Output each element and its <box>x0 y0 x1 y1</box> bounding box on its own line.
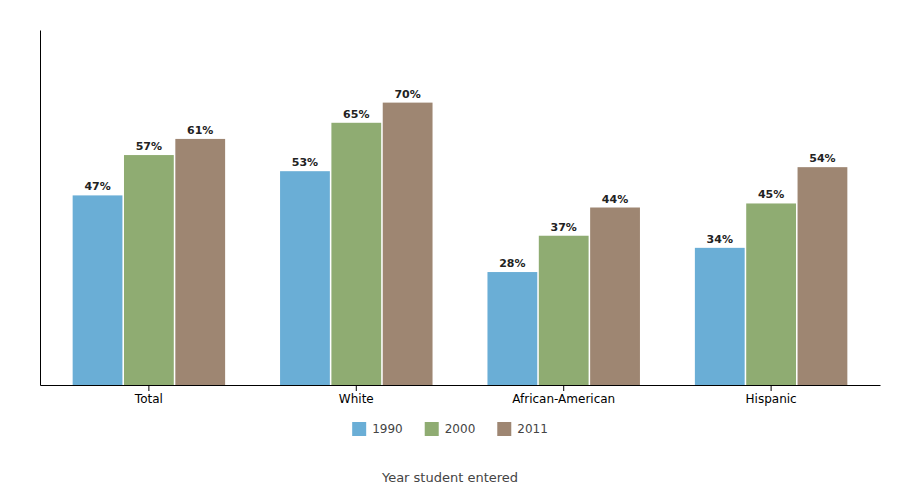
legend-label: 2011 <box>517 422 548 436</box>
legend-label: 1990 <box>372 422 403 436</box>
data-label: 57% <box>136 140 162 153</box>
data-label: 28% <box>499 257 525 270</box>
x-tick-label: White <box>339 392 374 406</box>
data-label: 54% <box>809 152 835 165</box>
legend-label: 2000 <box>445 422 476 436</box>
data-label: 61% <box>187 124 213 137</box>
legend-item: 2011 <box>497 422 548 436</box>
legend: 1990 2000 2011 <box>352 422 548 436</box>
bar <box>746 203 796 385</box>
data-label: 70% <box>394 88 420 101</box>
x-tick: Hispanic <box>746 385 797 406</box>
legend-swatch <box>425 422 439 436</box>
x-tick: African-American <box>512 385 615 406</box>
x-tick: White <box>339 385 374 406</box>
data-labels: 47% 53% 28% 34% 57% 65% 37% 45% 61% 70% 44% 54% <box>84 88 835 270</box>
bars <box>73 103 848 385</box>
bar <box>124 155 174 385</box>
data-label: 37% <box>551 221 577 234</box>
bar <box>280 171 330 385</box>
x-axis-title: Year student entered <box>381 470 518 485</box>
legend-item: 2000 <box>425 422 476 436</box>
x-axis-line <box>41 385 881 386</box>
legend-swatch <box>352 422 366 436</box>
data-label: 53% <box>292 156 318 169</box>
bar <box>487 272 537 385</box>
x-tick-label: African-American <box>512 392 615 406</box>
data-label: 44% <box>602 193 628 206</box>
x-tick-mark <box>148 385 149 391</box>
x-tick-label: Hispanic <box>746 392 797 406</box>
plot: 47% 53% 28% 34% 57% 65% 37% 45% 61% 70% 44% 54% Tota… <box>41 31 881 406</box>
bar <box>695 248 745 385</box>
x-tick: Total <box>134 385 163 406</box>
bar <box>798 167 848 385</box>
data-label: 34% <box>707 233 733 246</box>
x-axis: Total White African-American Hispanic <box>41 385 881 406</box>
bar <box>590 208 640 386</box>
chart: 47% 53% 28% 34% 57% 65% 37% 45% 61% 70% 44% 54% Tota… <box>0 0 900 500</box>
x-tick-mark <box>356 385 357 391</box>
y-axis-line <box>40 31 41 386</box>
x-tick-mark <box>771 385 772 391</box>
x-tick-label: Total <box>134 392 163 406</box>
x-tick-mark <box>563 385 564 391</box>
bar <box>383 103 433 385</box>
legend-swatch <box>497 422 511 436</box>
bar <box>73 195 123 385</box>
legend-item: 1990 <box>352 422 403 436</box>
y-axis <box>40 31 41 386</box>
data-label: 45% <box>758 188 784 201</box>
data-label: 47% <box>84 180 110 193</box>
data-label: 65% <box>343 108 369 121</box>
bar <box>331 123 381 385</box>
bar <box>539 236 589 385</box>
bar <box>175 139 225 385</box>
